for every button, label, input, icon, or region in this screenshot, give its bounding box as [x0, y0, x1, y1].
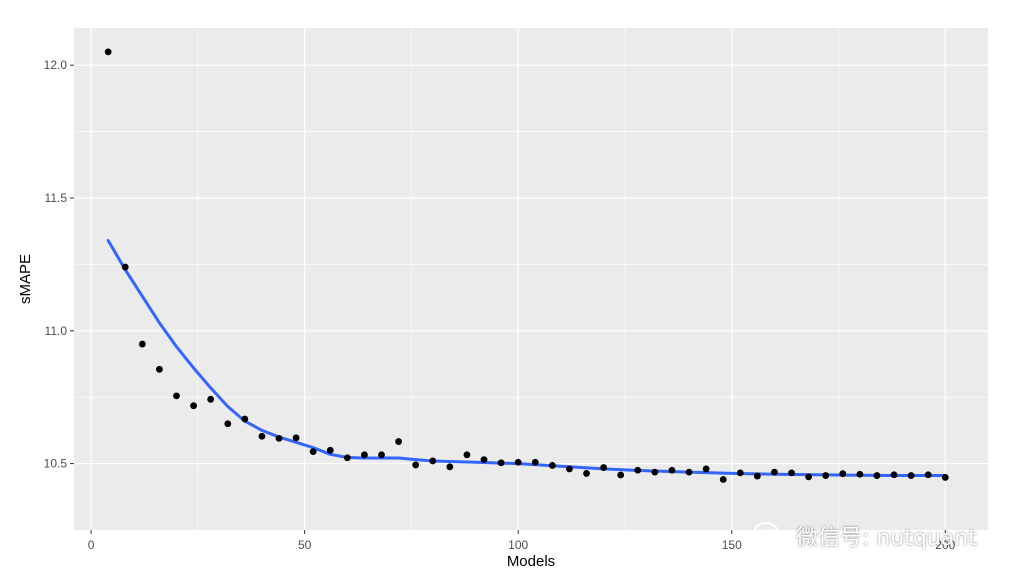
data-point — [668, 466, 676, 474]
data-point — [121, 263, 129, 271]
data-point — [600, 464, 608, 471]
y-axis: 10.5 11.0 11.5 12.0 — [44, 58, 74, 471]
data-point — [514, 458, 522, 466]
data-point — [805, 473, 813, 481]
smooth-trend-line — [106, 238, 947, 478]
data-point — [361, 451, 368, 459]
x-axis: 0 50 100 150 200 — [88, 530, 956, 552]
y-tick-label: 11.5 — [45, 191, 68, 205]
x-tick-label: 200 — [935, 538, 955, 552]
y-tick-label: 12.0 — [44, 58, 68, 72]
data-point — [583, 470, 590, 477]
data-point — [907, 472, 915, 479]
data-point — [190, 402, 197, 410]
data-point — [480, 456, 488, 464]
x-tick-label: 50 — [298, 538, 312, 552]
data-point — [736, 469, 744, 477]
data-point — [617, 471, 625, 479]
data-point — [156, 365, 163, 373]
data-point — [634, 466, 642, 474]
minor-gridlines — [74, 28, 988, 530]
y-tick-label: 10.5 — [44, 457, 68, 471]
data-point — [566, 465, 573, 473]
data-point — [856, 470, 864, 478]
y-axis-title: sMAPE — [17, 254, 34, 304]
data-point — [275, 434, 283, 442]
data-point — [241, 415, 249, 423]
data-point — [822, 472, 830, 479]
x-tick-label: 100 — [508, 538, 528, 552]
x-tick-label: 0 — [88, 538, 95, 552]
data-point — [651, 468, 659, 476]
x-axis-title: Models — [507, 553, 555, 570]
data-point — [890, 471, 898, 479]
data-point — [224, 420, 232, 428]
data-point — [326, 446, 334, 454]
data-point — [292, 434, 300, 442]
data-point — [839, 470, 847, 478]
data-point — [548, 462, 556, 469]
data-points — [104, 48, 949, 483]
data-point — [924, 471, 932, 479]
data-point — [497, 459, 505, 467]
data-point — [753, 472, 761, 480]
data-point — [395, 438, 402, 445]
data-point — [207, 395, 215, 403]
data-point — [719, 476, 727, 483]
data-point — [771, 468, 778, 476]
data-point — [104, 48, 112, 56]
data-point — [685, 468, 693, 476]
y-tick-label: 11.0 — [45, 324, 68, 338]
x-tick-label: 150 — [722, 538, 742, 552]
data-point — [531, 458, 539, 466]
plot-panel — [74, 28, 988, 530]
data-point — [702, 465, 710, 473]
data-point — [258, 432, 266, 440]
data-point — [873, 472, 881, 479]
data-point — [941, 474, 949, 481]
data-point — [378, 451, 385, 459]
data-point — [412, 461, 420, 469]
data-point — [446, 463, 454, 471]
data-point — [429, 457, 437, 465]
data-point — [788, 469, 795, 477]
data-point — [343, 454, 351, 462]
data-point — [138, 340, 146, 348]
data-point — [173, 392, 180, 400]
data-point — [463, 451, 471, 459]
data-point — [309, 448, 317, 456]
